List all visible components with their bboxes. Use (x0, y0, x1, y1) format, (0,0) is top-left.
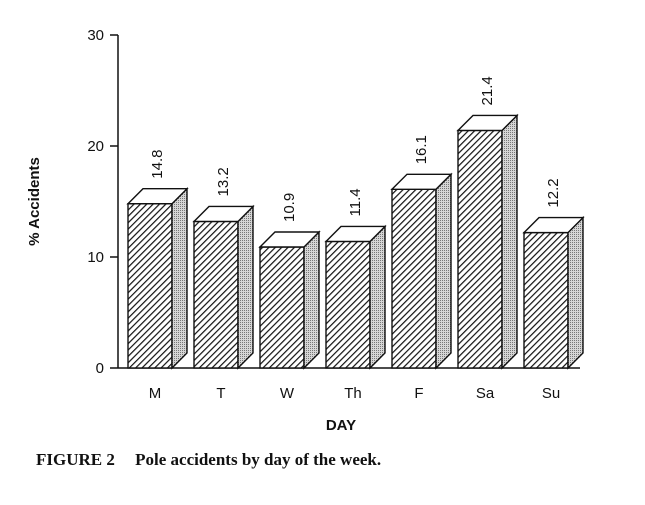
y-tick-label: 30 (87, 27, 104, 44)
data-label: 10.9 (281, 193, 298, 222)
x-tick-label: W (280, 385, 295, 402)
figure-caption: FIGURE 2 Pole accidents by day of the we… (36, 450, 636, 470)
bar-top (522, 216, 585, 234)
bar-front (457, 129, 503, 369)
bar-top (456, 114, 519, 132)
bar-front (193, 220, 239, 369)
bar-front (325, 240, 371, 369)
x-axis-title: DAY (326, 417, 356, 434)
bar-side (303, 230, 320, 370)
bar-front (127, 203, 173, 369)
bar-side (567, 215, 584, 370)
bar-m (126, 187, 189, 370)
bar-w (258, 230, 321, 370)
x-tick-label: F (414, 385, 423, 402)
data-label: 13.2 (215, 167, 232, 196)
bars (126, 113, 585, 370)
bar-top (192, 205, 255, 223)
bar-top (258, 231, 321, 248)
bar-su (522, 215, 585, 370)
y-tick-label: 10 (87, 249, 104, 266)
x-tick-label: T (216, 385, 225, 402)
bar-side (369, 224, 386, 370)
data-label: 21.4 (479, 76, 496, 105)
bar-front (391, 188, 437, 369)
bar-front (259, 246, 305, 369)
x-tick-label: M (149, 385, 162, 402)
bar-front (523, 231, 569, 369)
data-label: 14.8 (149, 150, 166, 179)
figure-caption-text: Pole accidents by day of the week. (135, 450, 382, 469)
bar-side (171, 187, 188, 370)
bar-side (501, 113, 518, 370)
bar-side (435, 172, 452, 370)
y-tick-label: 20 (87, 138, 104, 155)
x-tick-label: Su (542, 385, 560, 402)
labels: M 14.8 T 13.2 W 10.9 Th 11.4 F 16.1 Sa 21.4 Su 12.2 (149, 76, 562, 402)
bar-f (390, 172, 453, 370)
y-tick-label: 0 (96, 360, 104, 377)
data-label: 11.4 (347, 188, 364, 216)
data-label: 16.1 (413, 135, 430, 164)
x-tick-label: Sa (476, 385, 495, 402)
y-axis-title: % Accidents (26, 157, 43, 246)
bar-top (324, 225, 387, 243)
bar-sa (456, 113, 519, 370)
bar-top (390, 173, 453, 190)
x-tick-label: Th (344, 385, 362, 402)
bar-side (237, 204, 254, 370)
data-label: 12.2 (545, 178, 562, 207)
bar-t (192, 204, 255, 370)
bar-chart: 0 10 20 30 % Accidents DAY M 14.8 T 13.2 W 10.9 Th 1… (26, 27, 585, 434)
bar-top (126, 188, 189, 205)
figure-number: FIGURE 2 (36, 450, 115, 469)
bar-th (324, 224, 387, 370)
